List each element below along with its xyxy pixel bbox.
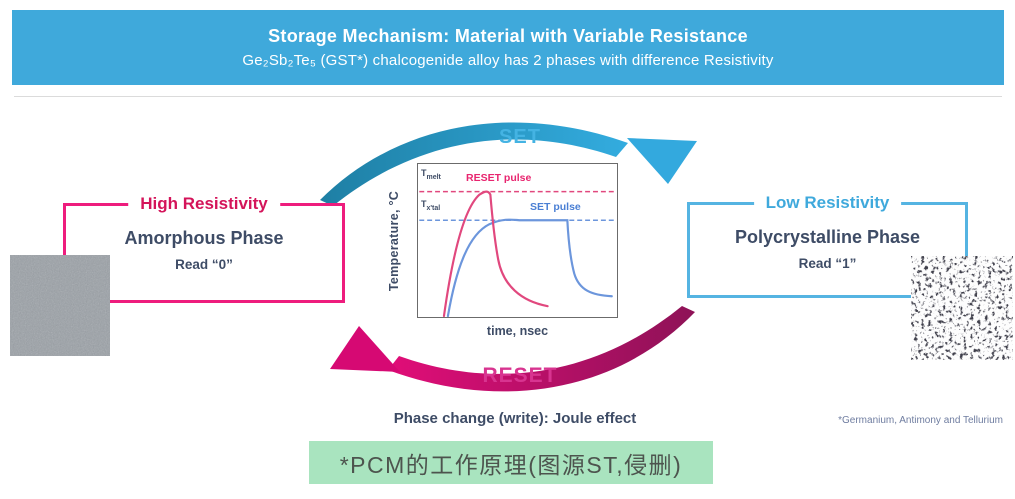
divider-line [14,96,1002,97]
header-banner: Storage Mechanism: Material with Variabl… [12,10,1004,85]
low-resistivity-title: Low Resistivity [753,193,902,213]
low-resistivity-panel: Low Resistivity Polycrystalline Phase Re… [687,193,968,298]
pulse-curves-graphic [419,190,616,317]
read-0-label: Read “0” [175,257,233,272]
graph-y-axis-label: Temperature, °C [387,190,401,291]
high-resistivity-panel: High Resistivity Amorphous Phase Read “0… [63,194,345,303]
reset-arrowhead-icon [330,326,400,372]
tick-t-xtal-sub: x'tal [426,204,441,212]
set-arrowhead-icon [627,138,697,184]
high-resistivity-title: High Resistivity [128,194,280,214]
gst-footnote: *Germanium, Antimony and Tellurium [838,415,1003,426]
reset-pulse-curve [442,190,549,317]
caption-bar: *PCM的工作原理(图源ST,侵删) [309,441,713,484]
polycrystalline-phase-label: Polycrystalline Phase [734,227,921,247]
caption-text: *PCM的工作原理(图源ST,侵删) [339,451,683,478]
reset-label: RESET [482,364,558,387]
banner-subtitle: Ge₂Sb₂Te₅ (GST*) chalcogenide alloy has … [242,52,774,69]
set-pulse-curve [446,218,613,317]
set-label: SET [499,126,541,148]
banner-title: Storage Mechanism: Material with Variabl… [268,26,748,46]
graph-x-axis-label: time, nsec [486,324,549,338]
amorphous-texture-image [10,255,110,356]
write-note: Phase change (write): Joule effect [393,410,637,427]
set-pulse-label: SET pulse [530,201,581,213]
amorphous-phase-label: Amorphous Phase [124,228,284,248]
polycrystalline-texture-image [911,256,1013,360]
read-1-label: Read “1” [798,256,857,271]
temperature-time-graph: Temperature, °C time, nsec Tmelt Tx'tal … [387,163,618,338]
